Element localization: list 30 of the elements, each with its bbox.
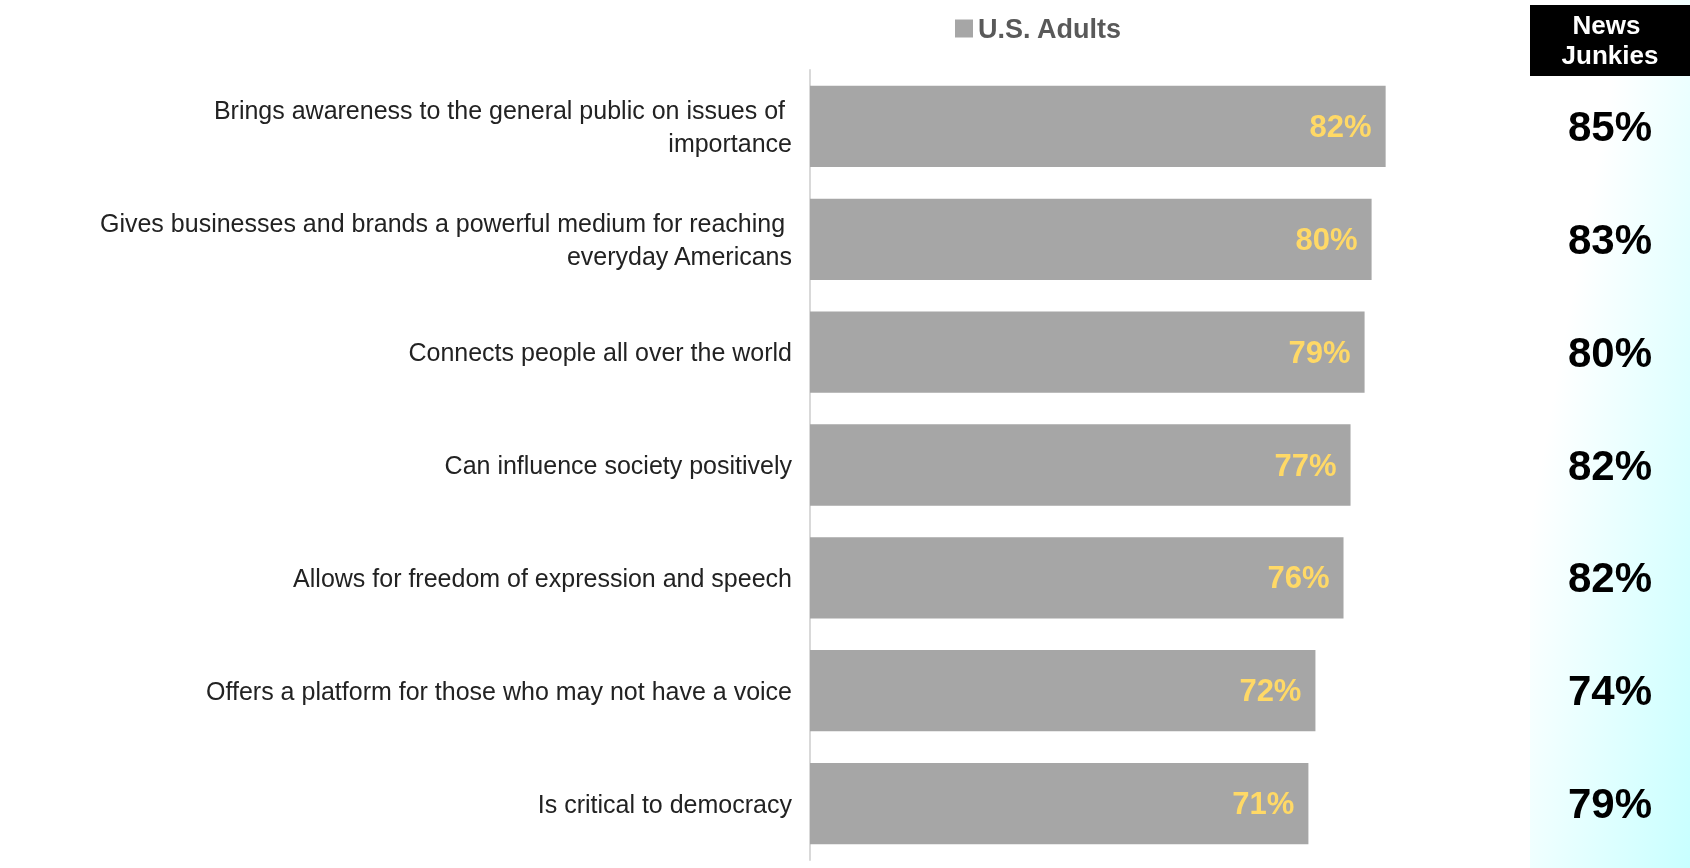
data-label: 77%	[1274, 447, 1337, 483]
text: 82%	[1567, 554, 1653, 602]
data-label: 82%	[1309, 108, 1372, 144]
y-tick-label: Gives businesses and brands a powerful medium for reaching everyday Americans	[99, 208, 792, 270]
text: 80%	[1567, 328, 1653, 376]
bar	[810, 650, 1316, 732]
text: 82%	[1567, 441, 1653, 489]
legend-label: U.S. Adults	[978, 13, 1122, 44]
bar	[810, 311, 1365, 393]
text: 74%	[1567, 667, 1653, 715]
y-tick-label: Can influence society positively	[444, 451, 793, 479]
text: News Junkies	[1561, 10, 1659, 70]
data-label: 76%	[1267, 560, 1330, 596]
y-tick-label: Allows for freedom of expression and speech	[293, 563, 792, 592]
bar	[810, 198, 1372, 280]
data-label: 72%	[1239, 673, 1302, 709]
bar	[810, 424, 1351, 506]
text: 85%	[1567, 102, 1653, 150]
y-tick-label: Connects people all over the world	[408, 338, 792, 367]
text: 83%	[1567, 215, 1653, 263]
y-tick-label: Brings awareness to the general public on issues of importance	[213, 95, 792, 157]
data-label: 71%	[1232, 786, 1295, 822]
y-tick-label: Is critical to democracy	[537, 789, 793, 818]
text: 79%	[1567, 780, 1653, 828]
bar	[810, 762, 1309, 845]
bar	[810, 85, 1386, 168]
y-tick-label: Offers a platform for those who may not have a voice	[206, 676, 792, 705]
data-label: 79%	[1288, 334, 1351, 370]
data-label: 80%	[1295, 221, 1358, 257]
bar	[810, 537, 1344, 619]
